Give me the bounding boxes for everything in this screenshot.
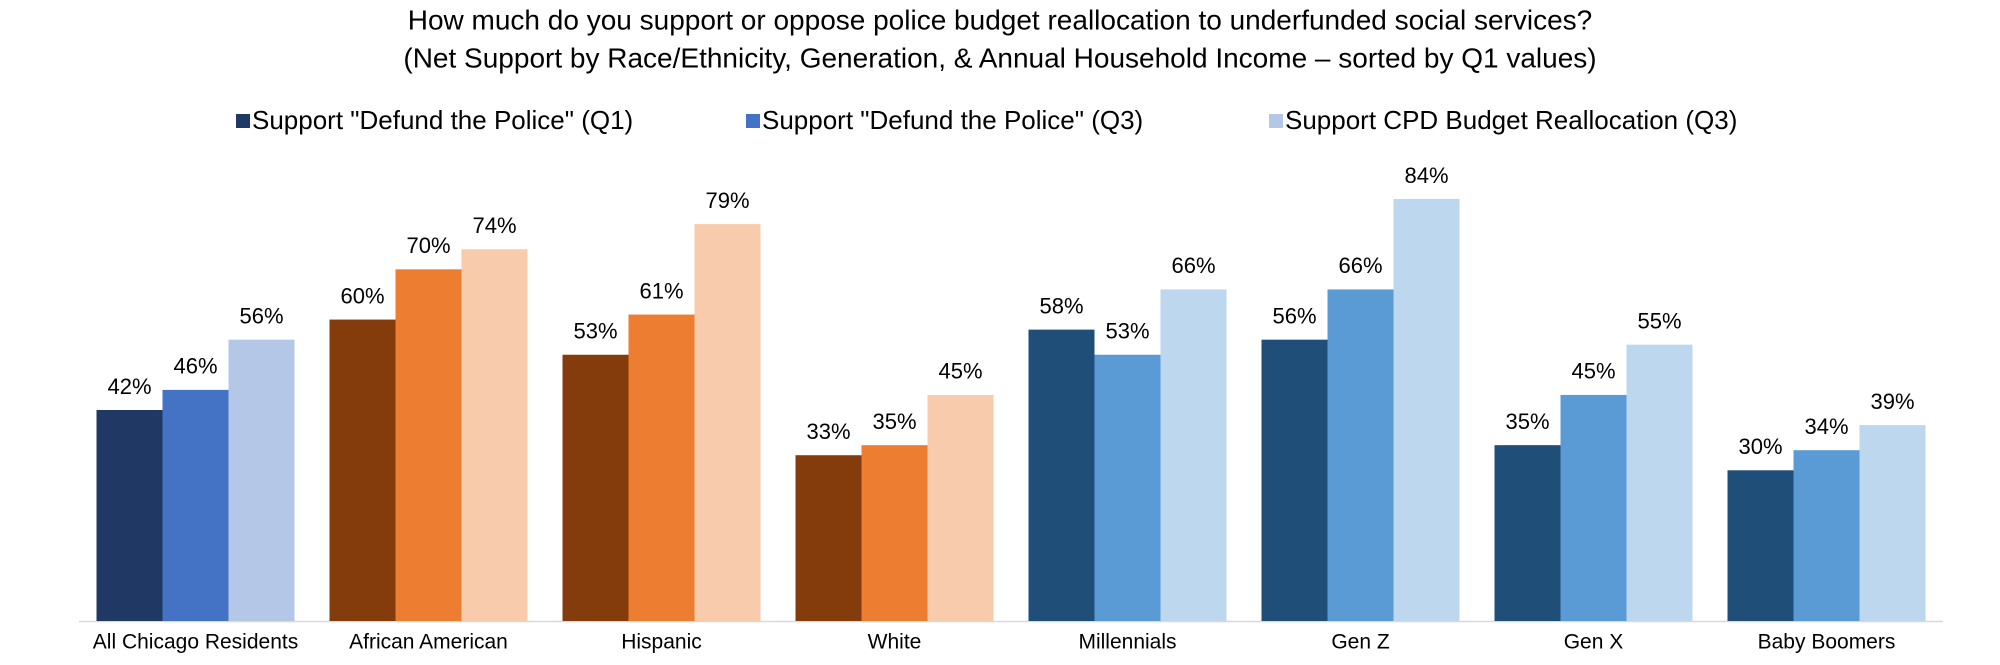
bar [1028, 329, 1095, 621]
legend-label: Support CPD Budget Reallocation (Q3) [1285, 105, 1737, 135]
bar [861, 445, 928, 621]
x-tick-label: Baby Boomers [1758, 631, 1896, 654]
value-label: 30% [1738, 434, 1782, 459]
bar [461, 249, 528, 621]
legend-swatch [236, 114, 250, 128]
bar [162, 389, 229, 621]
x-tick-label: Gen Z [1331, 631, 1390, 654]
x-tick-label: African American [349, 631, 508, 654]
value-label: 58% [1039, 293, 1083, 318]
value-label: 39% [1870, 389, 1914, 414]
bar [228, 339, 295, 621]
bar [1261, 339, 1328, 621]
value-label: 61% [639, 278, 683, 303]
bar [1727, 470, 1794, 621]
x-tick-label: White [868, 631, 922, 654]
bar [927, 394, 994, 621]
value-label: 35% [872, 409, 916, 434]
value-label: 66% [1171, 253, 1215, 278]
value-label: 66% [1338, 253, 1382, 278]
bar [1094, 354, 1161, 621]
legend-swatch [746, 114, 760, 128]
value-label: 53% [1105, 319, 1149, 344]
bar [395, 269, 462, 621]
value-label: 84% [1404, 163, 1448, 188]
value-label: 79% [705, 188, 749, 213]
x-tick-label: Gen X [1564, 631, 1624, 654]
legend-label: Support "Defund the Police" (Q1) [252, 105, 633, 135]
value-label: 42% [107, 374, 151, 399]
bar [1560, 394, 1627, 621]
chart-subtitle: (Net Support by Race/Ethnicity, Generati… [403, 42, 1596, 73]
bar [96, 410, 163, 621]
value-label: 70% [406, 233, 450, 258]
bar [1793, 450, 1860, 621]
bar [1393, 199, 1460, 621]
bar [795, 455, 862, 621]
bar [694, 224, 761, 621]
bar [1327, 289, 1394, 621]
value-label: 45% [938, 359, 982, 384]
value-label: 60% [340, 283, 384, 308]
value-label: 34% [1804, 414, 1848, 439]
bar [628, 314, 695, 621]
x-tick-label: All Chicago Residents [93, 631, 298, 654]
value-label: 74% [472, 213, 516, 238]
value-label: 33% [806, 419, 850, 444]
value-label: 55% [1637, 309, 1681, 334]
bar [1160, 289, 1227, 621]
bar [1494, 445, 1561, 621]
value-label: 45% [1571, 359, 1615, 384]
value-label: 35% [1505, 409, 1549, 434]
legend-label: Support "Defund the Police" (Q3) [762, 105, 1143, 135]
value-label: 56% [1272, 303, 1316, 328]
value-label: 56% [239, 303, 283, 328]
x-tick-label: Millennials [1078, 631, 1176, 654]
bar [1626, 344, 1693, 621]
chart-title: How much do you support or oppose police… [408, 4, 1593, 35]
value-label: 53% [573, 319, 617, 344]
bar [329, 319, 396, 621]
x-tick-label: Hispanic [621, 631, 702, 654]
value-label: 46% [173, 354, 217, 379]
legend-swatch [1269, 114, 1283, 128]
bar [1859, 425, 1926, 621]
bar [562, 354, 629, 621]
